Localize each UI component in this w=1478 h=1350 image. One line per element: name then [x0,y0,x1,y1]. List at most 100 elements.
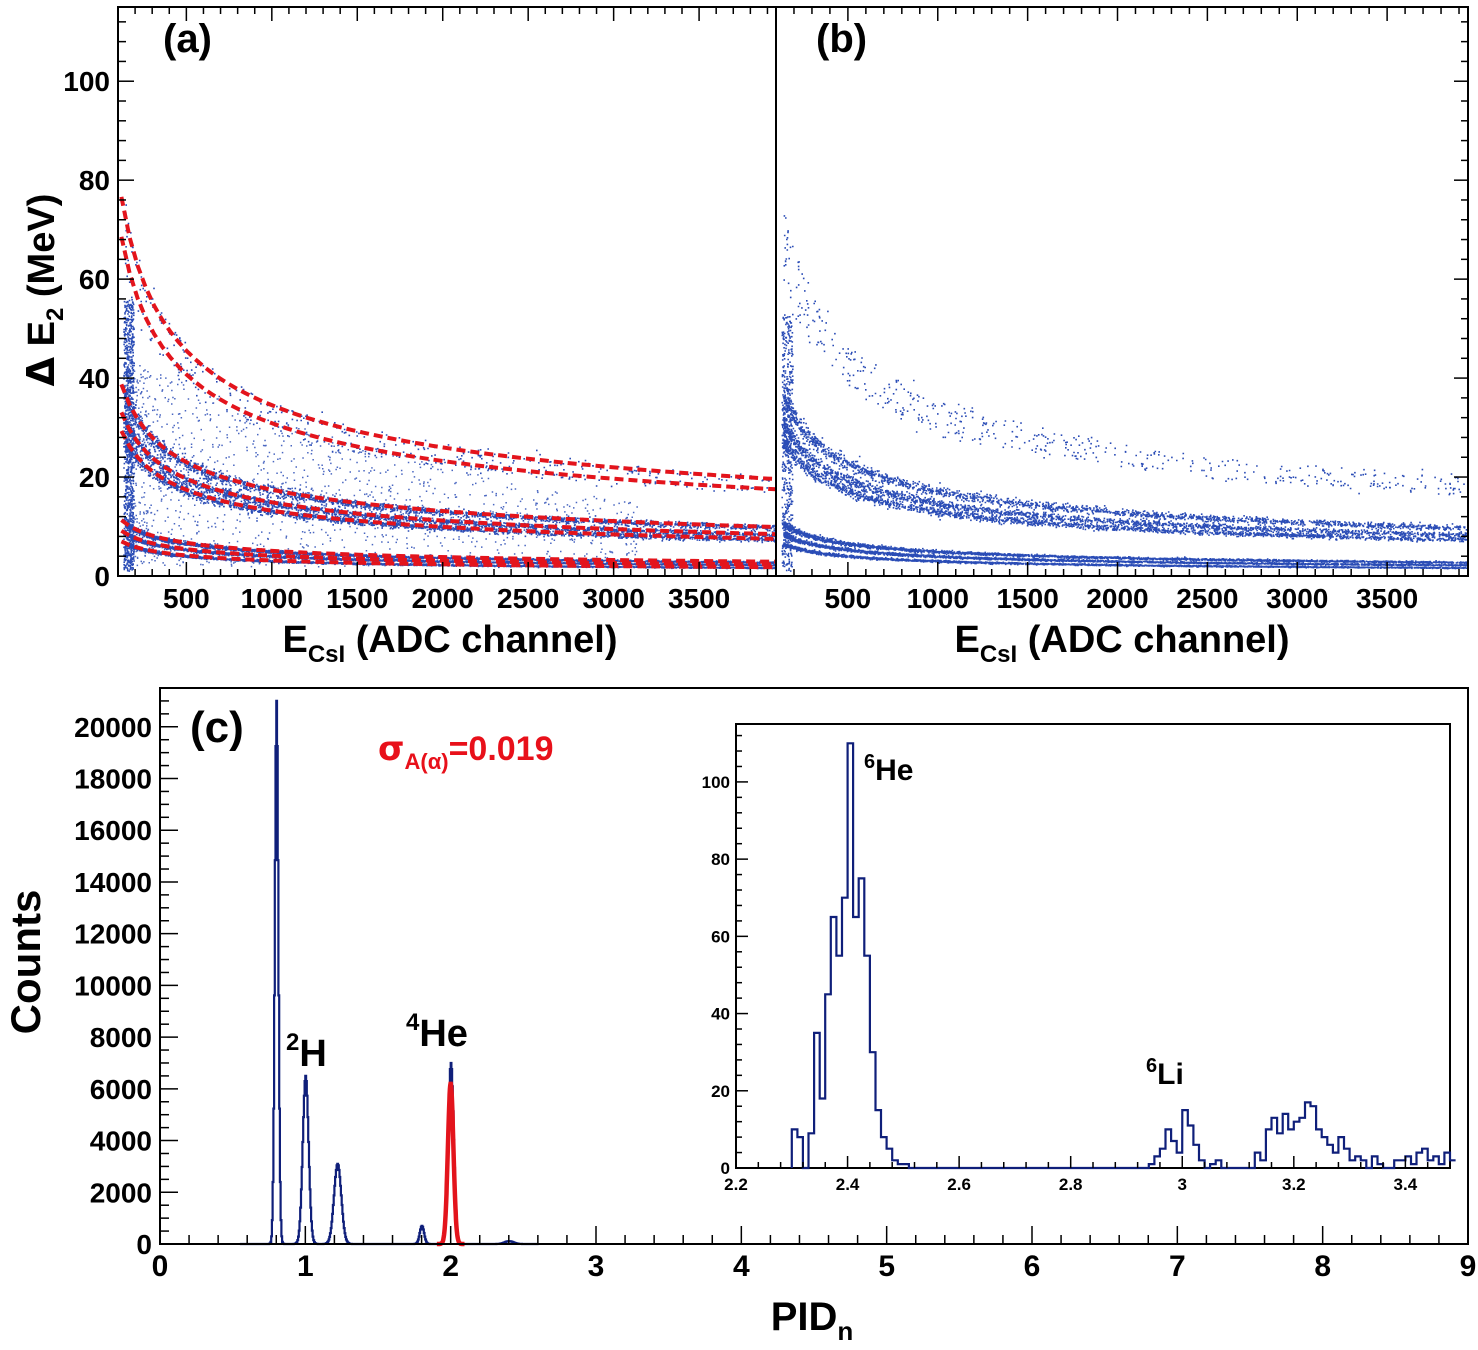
x-tick-label: 2500 [497,583,559,614]
inset-axes: 2.2 2.4 2.6 2.8 3 3.2 3.4 0 20 40 60 80 100 [702,734,1451,1194]
panel-c-x-axis-title: PIDn [771,1295,854,1346]
y-tick-label: 14000 [74,867,152,898]
y-tick-label: 60 [79,264,110,295]
y-tick-label: 20000 [74,712,152,743]
x-tick-label: 3000 [1266,583,1328,614]
x-tick-label: 3 [588,1250,605,1283]
particle-band-6He [783,383,1468,533]
x-tick-label: 6 [1024,1250,1041,1283]
particle-band-t [124,521,776,565]
peak-label-4he: 4He [406,1009,468,1055]
inset-histogram [790,742,1456,1170]
x-tick-label: 500 [163,583,210,614]
fit-curve-p [120,539,777,570]
panel-a: 500 1000 1500 2000 2500 3000 3500020406080100 … [19,6,777,668]
y-tick-label: 2000 [90,1177,152,1208]
y-tick-label: 20 [79,462,110,493]
x-tick-label: 1500 [326,583,388,614]
inset-x-tick-label: 2.2 [724,1175,748,1194]
inset-y-tick-label: 80 [711,850,730,869]
panel-a-data-layer [119,196,777,572]
inset-frame [735,723,1451,1169]
low-energy-stripe [123,299,135,572]
panel-c-data-layer [239,699,539,1247]
y-tick-label: 4000 [90,1126,152,1157]
x-tick-label: 5 [878,1250,895,1283]
panel-b-data-layer [781,215,1468,572]
inset-y-tick-label: 0 [721,1159,730,1178]
particle-band-d [783,531,1468,567]
particle-band-p [783,542,1468,570]
y-tick-label: 40 [79,363,110,394]
x-tick-label: 0 [152,1250,169,1283]
alpha-gaussian-fit [436,1081,465,1247]
inset-x-tick-label: 3 [1178,1175,1187,1194]
x-tick-label: 9 [1460,1250,1477,1283]
panel-b-x-axis-title: ECsI (ADC channel) [954,619,1289,668]
panel-a-x-axis-title: ECsI (ADC channel) [282,619,617,668]
y-tick-label: 8000 [90,1022,152,1053]
x-tick-label: 1 [297,1250,314,1283]
y-tick-label: 12000 [74,919,152,950]
x-tick-label: 3500 [668,583,730,614]
particle-band-6Li [124,246,769,493]
x-tick-label: 2 [442,1250,459,1283]
panel-c-inset: 2.2 2.4 2.6 2.8 3 3.2 3.4 0 20 40 60 80 100 6He 6Li [702,723,1456,1194]
y-tick-label: 18000 [74,764,152,795]
panel-b-axes: 500 1000 1500 2000 2500 3000 3500 [775,7,1468,614]
fit-curve-4He [119,411,777,537]
fit-curve-t [120,518,777,564]
y-tick-label: 10000 [74,970,152,1001]
inset-data-layer [790,742,1456,1170]
peak-label-2h: 2H [286,1029,327,1075]
panel-c-axes: 0 1 2 3 4 5 6 7 8 9 0 2000 4000 6000 8000 10000 12000 140… [74,700,1477,1283]
x-tick-label: 1000 [907,583,969,614]
panel-a-axes: 500 1000 1500 2000 2500 3000 3500 0 20 40 60 80 100 [63,7,769,614]
x-tick-label: 3500 [1356,583,1418,614]
y-tick-label: 0 [136,1229,152,1260]
panel-c-label: (c) [190,703,244,752]
panel-a-y-axis-title: Δ E2 (MeV) [19,194,69,387]
pid-histogram [239,699,539,1246]
y-tick-label: 0 [94,561,110,592]
inset-x-tick-label: 2.4 [836,1175,860,1194]
particle-band-6Li [783,234,1462,496]
x-tick-label: 3000 [582,583,644,614]
panel-b-label: (b) [816,17,867,61]
panel-b-frame [775,6,1469,577]
panel-b: 500 1000 1500 2000 2500 3000 3500 (b) ECsI (AD… [775,6,1469,668]
y-tick-label: 80 [79,165,110,196]
inset-x-tick-label: 2.6 [947,1175,971,1194]
inset-x-tick-label: 3.2 [1282,1175,1306,1194]
particle-band-7Li [125,204,770,487]
inset-label-6li: 6Li [1146,1055,1184,1091]
x-tick-label: 500 [825,583,872,614]
sigma-annotation: σA(α)=0.019 [378,729,554,774]
panel-a-label: (a) [163,17,212,61]
fit-curve-3He [119,430,777,541]
x-tick-label: 2000 [1086,583,1148,614]
inset-y-tick-label: 40 [711,1005,730,1024]
inset-y-tick-label: 60 [711,927,730,946]
particle-band-3He [783,432,1468,543]
inset-x-tick-label: 3.4 [1394,1175,1418,1194]
x-tick-label: 2000 [412,583,474,614]
x-tick-label: 4 [733,1250,750,1283]
particle-band-t [783,518,1468,565]
low-energy-stripe [781,313,794,572]
fit-curve-d [120,529,776,567]
panel-c-y-axis-title: Counts [2,890,49,1035]
x-tick-label: 8 [1314,1250,1331,1283]
y-tick-label: 100 [63,66,110,97]
x-tick-label: 1000 [241,583,303,614]
inset-label-6he: 6He [864,751,913,787]
fit-curve-7Li [119,196,777,481]
x-tick-label: 2500 [1176,583,1238,614]
particle-band-7Li [783,215,1465,485]
inset-x-tick-label: 2.8 [1059,1175,1083,1194]
y-tick-label: 6000 [90,1074,152,1105]
panel-c: 0 1 2 3 4 5 6 7 8 9 0 2000 4000 6000 8000 10000 12000 140… [2,687,1477,1346]
fit-curve-6Li [119,236,777,492]
x-tick-label: 1500 [996,583,1058,614]
